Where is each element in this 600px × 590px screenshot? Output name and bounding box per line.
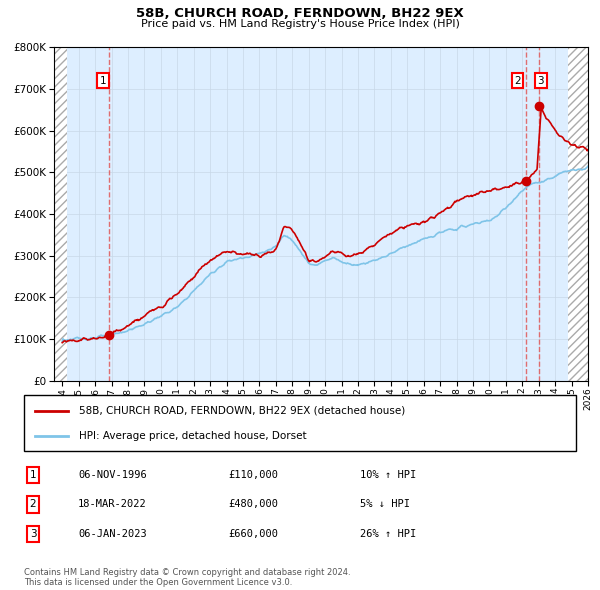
FancyBboxPatch shape: [24, 395, 576, 451]
Text: 1: 1: [29, 470, 37, 480]
Text: £660,000: £660,000: [228, 529, 278, 539]
Text: 5% ↓ HPI: 5% ↓ HPI: [360, 500, 410, 509]
Text: 3: 3: [29, 529, 37, 539]
Text: 58B, CHURCH ROAD, FERNDOWN, BH22 9EX (detached house): 58B, CHURCH ROAD, FERNDOWN, BH22 9EX (de…: [79, 406, 406, 416]
Text: 26% ↑ HPI: 26% ↑ HPI: [360, 529, 416, 539]
Bar: [54, 47, 67, 381]
Text: 58B, CHURCH ROAD, FERNDOWN, BH22 9EX: 58B, CHURCH ROAD, FERNDOWN, BH22 9EX: [136, 7, 464, 20]
Text: 1: 1: [100, 76, 107, 86]
Text: 06-JAN-2023: 06-JAN-2023: [78, 529, 147, 539]
Text: £110,000: £110,000: [228, 470, 278, 480]
Bar: [568, 47, 588, 381]
Text: HPI: Average price, detached house, Dorset: HPI: Average price, detached house, Dors…: [79, 431, 307, 441]
Text: Price paid vs. HM Land Registry's House Price Index (HPI): Price paid vs. HM Land Registry's House …: [140, 19, 460, 29]
Text: 10% ↑ HPI: 10% ↑ HPI: [360, 470, 416, 480]
Text: 3: 3: [538, 76, 544, 86]
Text: Contains HM Land Registry data © Crown copyright and database right 2024.
This d: Contains HM Land Registry data © Crown c…: [24, 568, 350, 587]
Text: 06-NOV-1996: 06-NOV-1996: [78, 470, 147, 480]
Text: £480,000: £480,000: [228, 500, 278, 509]
Text: 2: 2: [514, 76, 521, 86]
Text: 18-MAR-2022: 18-MAR-2022: [78, 500, 147, 509]
Text: 2: 2: [29, 500, 37, 509]
